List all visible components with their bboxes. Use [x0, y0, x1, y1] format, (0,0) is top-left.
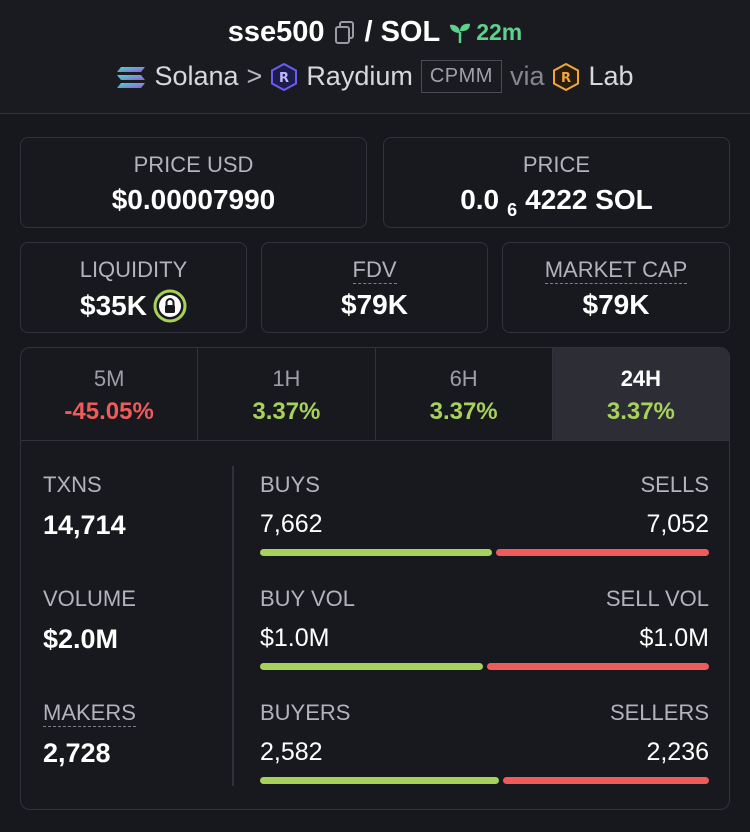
pair-age: 22m — [448, 19, 522, 46]
pair-stats-panel: PRICE USD $0.00007990 PRICE 0.0 6 4222 SOL… — [0, 115, 750, 832]
pair-separator: / — [364, 16, 373, 48]
quote-symbol: SOL — [380, 16, 441, 48]
market-cap-card: MARKET CAP $79K — [502, 242, 730, 333]
launchpad-link[interactable]: Lab — [588, 61, 634, 91]
svg-text:R: R — [279, 71, 289, 86]
liquidity-card: LIQUIDITY $35K — [20, 242, 247, 333]
tab-label: 1H — [272, 366, 301, 391]
txns-label: TXNS — [43, 472, 102, 497]
pool-type-badge: CPMM — [420, 60, 502, 93]
price-native-card: PRICE 0.0 6 4222 SOL — [383, 137, 730, 228]
tab-6h[interactable]: 6H 3.37% — [376, 348, 553, 440]
tab-change: 3.37% — [252, 398, 321, 425]
breadcrumb-chevron: > — [246, 61, 263, 91]
buyers-sellers-split: BUYERS SELLERS 2,582 2,236 — [260, 700, 709, 784]
buy-vol-bar-fill — [260, 663, 483, 670]
buys-bar-fill — [260, 549, 492, 556]
sells-bar-fill — [495, 549, 709, 556]
solana-logo-icon — [117, 66, 146, 88]
sellers-value: 2,236 — [646, 738, 709, 766]
pair-source: Solana > R Raydium CPMM via R Lab — [0, 60, 750, 93]
tab-5m[interactable]: 5M -45.05% — [21, 348, 199, 440]
price-zero-count: 6 — [507, 199, 518, 220]
lab-logo-icon: R — [553, 62, 580, 91]
stats-divider — [232, 466, 234, 786]
tab-label: 6H — [449, 366, 478, 391]
copy-icon[interactable] — [333, 20, 357, 46]
sellers-label: SELLERS — [609, 700, 709, 725]
market-cap-label[interactable]: MARKET CAP — [544, 257, 688, 284]
volume-split: BUY VOL SELL VOL $1.0M $1.0M — [260, 586, 709, 670]
tab-24h[interactable]: 24H 3.37% — [552, 348, 729, 440]
volume-metric: VOLUME $2.0M — [43, 586, 136, 655]
tab-change: 3.37% — [429, 398, 498, 425]
buyers-value: 2,582 — [260, 738, 323, 766]
price-native-value: 0.0 6 4222 SOL — [384, 184, 729, 220]
price-native-label: PRICE — [522, 152, 591, 177]
buys-label: BUYS — [260, 472, 320, 497]
price-prefix: 0.0 — [460, 184, 500, 215]
sell-vol-value: $1.0M — [639, 624, 709, 652]
liquidity-value: $35K — [80, 290, 147, 321]
sell-vol-bar-fill — [486, 663, 709, 670]
price-usd-value: $0.00007990 — [111, 184, 276, 215]
token-symbol: sse500 — [227, 16, 325, 48]
chain-link[interactable]: Solana — [154, 61, 239, 91]
tab-change: -45.05% — [64, 398, 154, 425]
makers-label[interactable]: MAKERS — [43, 700, 136, 727]
market-cap-value: $79K — [582, 289, 650, 320]
txns-value: 14,714 — [43, 510, 126, 540]
buyers-sellers-bar — [260, 777, 709, 784]
tab-change: 3.37% — [606, 398, 675, 425]
buys-sells-bar — [260, 549, 709, 556]
locked-liquidity-icon[interactable] — [153, 289, 187, 323]
fdv-card: FDV $79K — [261, 242, 488, 333]
makers-metric: MAKERS 2,728 — [43, 700, 136, 769]
sells-value: 7,052 — [646, 510, 709, 538]
buys-value: 7,662 — [260, 510, 323, 538]
sell-vol-label: SELL VOL — [605, 586, 709, 611]
buyers-bar-fill — [260, 777, 499, 784]
volume-label: VOLUME — [43, 586, 136, 611]
volume-bar — [260, 663, 709, 670]
tab-1h[interactable]: 1H 3.37% — [198, 348, 376, 440]
volume-value: $2.0M — [43, 624, 119, 654]
via-label: via — [509, 61, 545, 91]
price-usd-label: PRICE USD — [133, 152, 254, 177]
buys-sells-split: BUYS SELLS 7,662 7,052 — [260, 472, 709, 556]
svg-text:R: R — [561, 71, 571, 86]
sells-label: SELLS — [640, 472, 710, 497]
sellers-bar-fill — [502, 777, 709, 784]
fdv-label[interactable]: FDV — [352, 257, 397, 284]
raydium-logo-icon: R — [271, 62, 298, 91]
fdv-value: $79K — [341, 289, 408, 320]
pair-title: sse500 / SOL 22m — [0, 16, 750, 49]
age-value: 22m — [476, 19, 523, 45]
buyers-label: BUYERS — [260, 700, 351, 725]
liquidity-label: LIQUIDITY — [79, 257, 188, 282]
timeframe-tabs: 5M -45.05% 1H 3.37% 6H 3.37% 24H 3.37% — [21, 348, 729, 441]
makers-value: 2,728 — [43, 738, 111, 768]
dex-link[interactable]: Raydium — [306, 61, 413, 91]
buy-vol-label: BUY VOL — [260, 586, 355, 611]
pair-header: sse500 / SOL 22m — [0, 0, 750, 114]
tab-label: 5M — [93, 366, 125, 391]
price-usd-card: PRICE USD $0.00007990 — [20, 137, 367, 228]
seedling-icon — [450, 23, 471, 43]
price-digits: 4222 SOL — [525, 184, 653, 215]
timeframe-stats: 5M -45.05% 1H 3.37% 6H 3.37% 24H 3.37% T… — [20, 347, 730, 810]
liquidity-value-row: $35K — [21, 289, 246, 323]
tab-label: 24H — [620, 366, 662, 391]
txns-metric: TXNS 14,714 — [43, 472, 126, 541]
buy-vol-value: $1.0M — [260, 624, 330, 652]
